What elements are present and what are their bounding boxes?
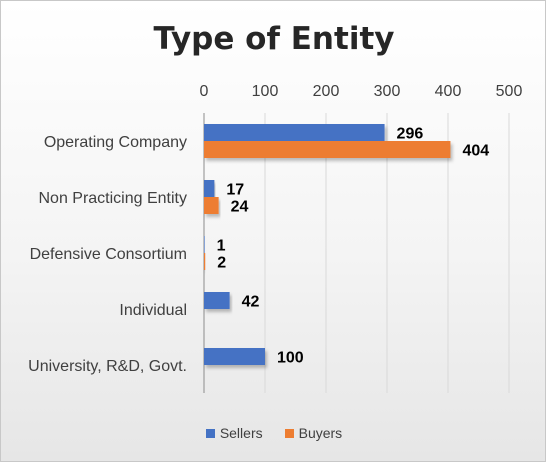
bar-sellers bbox=[204, 348, 265, 365]
bar-sellers bbox=[204, 292, 230, 309]
bar-sellers bbox=[204, 124, 385, 141]
bar-buyers bbox=[204, 253, 206, 270]
legend-item-buyers: Buyers bbox=[284, 425, 343, 441]
data-label: 24 bbox=[231, 199, 249, 216]
x-tick-label: 400 bbox=[435, 83, 462, 100]
x-tick-label: 100 bbox=[252, 83, 279, 100]
legend-swatch bbox=[205, 428, 215, 438]
x-tick-label: 0 bbox=[200, 83, 209, 100]
bar-buyers bbox=[204, 197, 219, 214]
category-label: Individual bbox=[119, 302, 187, 319]
legend-label: Sellers bbox=[219, 425, 263, 441]
x-tick-label: 200 bbox=[313, 83, 340, 100]
x-tick-label: 300 bbox=[374, 83, 401, 100]
legend-item-sellers: Sellers bbox=[205, 425, 263, 441]
bar-buyers bbox=[204, 141, 451, 158]
category-label: Defensive Consortium bbox=[30, 246, 187, 263]
legend: Sellers Buyers bbox=[1, 425, 546, 441]
data-label: 2 bbox=[217, 255, 226, 272]
category-label: Non Practicing Entity bbox=[38, 190, 187, 207]
data-label: 1 bbox=[217, 238, 226, 255]
category-label: Operating Company bbox=[44, 134, 187, 151]
data-label: 296 bbox=[397, 126, 424, 143]
legend-label: Buyers bbox=[298, 425, 343, 441]
bar-sellers bbox=[204, 236, 205, 253]
data-label: 404 bbox=[462, 143, 489, 160]
data-label: 17 bbox=[226, 182, 244, 199]
data-label: 42 bbox=[242, 294, 260, 311]
x-tick-label: 500 bbox=[496, 83, 523, 100]
bar-sellers bbox=[204, 180, 215, 197]
category-label: University, R&D, Govt. bbox=[28, 358, 187, 375]
data-label: 100 bbox=[277, 350, 304, 367]
chart-title: Type of Entity bbox=[153, 21, 395, 57]
legend-swatch bbox=[284, 428, 294, 438]
